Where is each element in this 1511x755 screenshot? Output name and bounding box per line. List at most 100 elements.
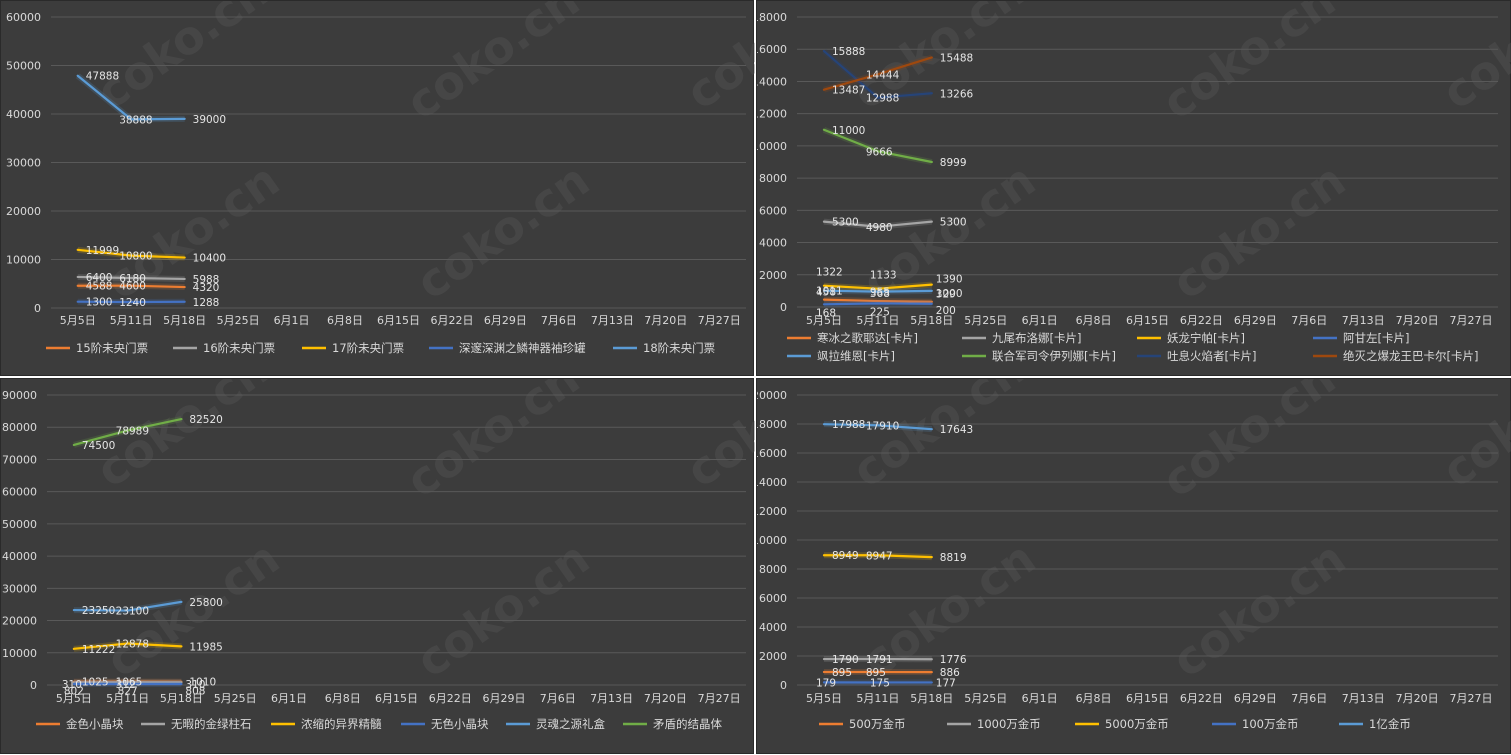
data-label: 17643 xyxy=(940,424,973,436)
data-label: 5300 xyxy=(940,217,967,229)
data-label: 13487 xyxy=(832,85,865,97)
y-tick-label: 90000 xyxy=(2,389,37,402)
data-label: 225 xyxy=(870,306,890,318)
data-label: 1025 xyxy=(82,677,109,689)
x-tick-label: 7月13日 xyxy=(591,314,634,327)
y-tick-label: 18000 xyxy=(757,418,787,431)
data-label: 6400 xyxy=(86,272,113,284)
watermark-text: coko.cn xyxy=(1432,379,1511,498)
y-tick-label: 14000 xyxy=(757,476,787,489)
x-tick-label: 7月6日 xyxy=(1291,314,1327,327)
x-tick-label: 7月6日 xyxy=(1291,692,1327,705)
legend-label: 100万金币 xyxy=(1242,717,1298,731)
y-tick-label: 4000 xyxy=(759,621,787,634)
data-label: 6180 xyxy=(119,273,146,285)
data-label: 11222 xyxy=(82,644,115,656)
y-tick-label: 0 xyxy=(30,679,37,692)
x-tick-label: 5月18日 xyxy=(910,692,953,705)
x-tick-label: 6月8日 xyxy=(1076,692,1112,705)
data-label: 200 xyxy=(936,305,956,317)
data-label: 1240 xyxy=(119,297,146,309)
legend-label: 17阶未央门票 xyxy=(332,341,404,355)
data-label: 15488 xyxy=(940,52,973,64)
legend-label: 16阶未央门票 xyxy=(203,341,275,355)
x-tick-label: 5月5日 xyxy=(60,314,96,327)
y-tick-label: 60000 xyxy=(6,11,41,24)
watermark-text: coko.cn xyxy=(676,379,755,498)
legend-label: 无色小晶块 xyxy=(431,717,489,731)
x-tick-label: 6月1日 xyxy=(274,314,310,327)
x-tick-label: 7月20日 xyxy=(1396,692,1439,705)
y-tick-label: 2000 xyxy=(759,650,787,663)
y-tick-label: 10000 xyxy=(757,534,787,547)
x-tick-label: 5月18日 xyxy=(163,314,206,327)
data-label: 13266 xyxy=(940,88,974,100)
y-tick-label: 12000 xyxy=(757,505,787,518)
legend-label: 浓缩的异界精髓 xyxy=(301,717,382,731)
y-tick-label: 20000 xyxy=(2,615,37,628)
data-label: 10400 xyxy=(193,253,226,265)
y-tick-label: 6000 xyxy=(759,592,787,605)
x-tick-label: 6月1日 xyxy=(1022,314,1058,327)
data-label: 74500 xyxy=(82,440,115,452)
x-tick-label: 7月13日 xyxy=(1342,692,1385,705)
data-label: 11999 xyxy=(86,245,119,257)
data-label: 9666 xyxy=(866,146,893,158)
y-tick-label: 50000 xyxy=(6,60,41,73)
x-tick-label: 6月29日 xyxy=(484,314,527,327)
x-tick-label: 6月1日 xyxy=(271,692,307,705)
y-tick-label: 0 xyxy=(780,301,787,314)
legend-label: 1亿金币 xyxy=(1369,717,1411,731)
legend-label: 九尾布洛娜[卡片] xyxy=(992,331,1081,345)
x-tick-label: 6月29日 xyxy=(1234,692,1277,705)
watermark-text: coko.cn xyxy=(1152,379,1345,508)
legend-label: 深邃深渊之鳞神器袖珍罐 xyxy=(459,341,586,355)
series-line xyxy=(824,303,932,304)
y-tick-label: 60000 xyxy=(2,486,37,499)
x-tick-label: 7月20日 xyxy=(644,314,687,327)
x-tick-label: 5月25日 xyxy=(217,314,260,327)
data-label: 1300 xyxy=(86,297,113,309)
y-tick-label: 12000 xyxy=(757,108,787,121)
data-label: 5300 xyxy=(832,217,859,229)
data-label: 15888 xyxy=(832,46,865,58)
watermark-text: coko.cn xyxy=(1162,153,1355,310)
y-tick-label: 0 xyxy=(780,679,787,692)
data-label: 1791 xyxy=(866,654,893,666)
data-label: 312 xyxy=(116,679,136,691)
watermark-text: coko.cn xyxy=(1432,1,1511,120)
x-tick-label: 6月29日 xyxy=(483,692,526,705)
legend-label: 5000万金币 xyxy=(1105,717,1169,731)
y-tick-label: 40000 xyxy=(2,550,37,563)
data-label: 1790 xyxy=(832,654,859,666)
data-label: 38888 xyxy=(119,114,152,126)
watermark-text: coko.cn xyxy=(86,1,279,120)
data-label: 1011 xyxy=(816,286,843,298)
x-tick-label: 5月11日 xyxy=(110,314,153,327)
legend-label: 18阶未央门票 xyxy=(643,341,715,355)
data-label: 1133 xyxy=(870,270,897,282)
x-tick-label: 7月27日 xyxy=(698,314,741,327)
y-tick-label: 10000 xyxy=(757,140,787,153)
legend-label: 15阶未央门票 xyxy=(76,341,148,355)
data-label: 39000 xyxy=(193,114,226,126)
legend-label: 500万金币 xyxy=(849,717,905,731)
data-label: 47888 xyxy=(86,71,119,83)
y-tick-label: 40000 xyxy=(6,108,41,121)
y-tick-label: 18000 xyxy=(757,11,787,24)
legend-label: 无暇的金绿柱石 xyxy=(171,717,252,731)
data-label: 1776 xyxy=(940,654,967,666)
watermark-text: coko.cn xyxy=(396,379,589,508)
watermark-text: coko.cn xyxy=(86,379,279,498)
x-tick-label: 6月15日 xyxy=(1126,314,1169,327)
watermark-text: coko.cn xyxy=(406,531,599,688)
x-tick-label: 7月20日 xyxy=(1396,314,1439,327)
data-label: 11000 xyxy=(832,125,865,137)
